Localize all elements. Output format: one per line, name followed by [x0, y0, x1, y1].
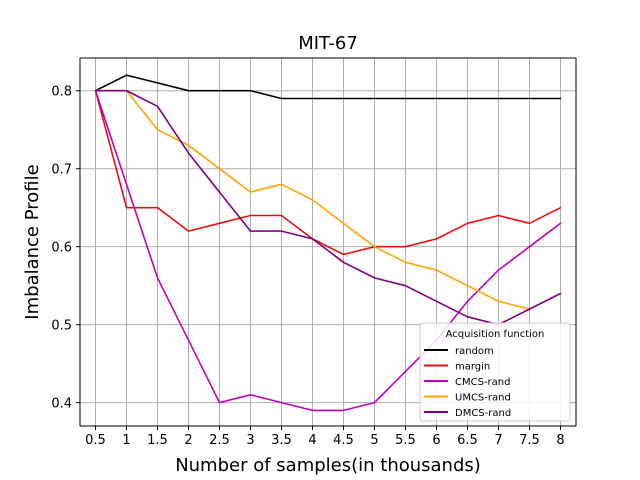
series-line-random: [94, 74, 562, 100]
x-tick-label: 6: [432, 433, 440, 448]
series-line-cmcs-rand: [94, 89, 562, 412]
y-axis-title: Imbalance Profile: [22, 164, 43, 319]
x-axis-title: Number of samples(in thousands): [175, 455, 481, 476]
x-tick-label: 1.5: [147, 433, 168, 448]
x-tick-label: 2.5: [209, 433, 230, 448]
legend-entry: UMCS-rand: [455, 393, 511, 404]
grid: [80, 58, 576, 426]
plot-frame: [79, 57, 577, 427]
x-tick-label: 4: [308, 433, 316, 448]
series-line-margin: [94, 89, 562, 256]
x-tick-label: 4.5: [333, 433, 354, 448]
x-tick-label: 1: [122, 433, 130, 448]
legend-box: [419, 322, 571, 422]
x-tick-label: 5: [370, 433, 378, 448]
legend-entry: CMCS-rand: [455, 377, 510, 388]
x-tick-label: 2: [184, 433, 192, 448]
x-tick-label: 3.5: [271, 433, 292, 448]
series-line-umcs-rand: [94, 89, 531, 310]
x-tick-label: 7.5: [519, 433, 540, 448]
chart-title: MIT-67: [298, 33, 358, 54]
x-tick-label: 7: [494, 433, 502, 448]
y-tick-label: 0.8: [51, 85, 72, 100]
y-tick-label: 0.4: [51, 397, 72, 412]
legend-entry: margin: [455, 362, 490, 373]
legend-entry: random: [455, 346, 494, 357]
x-tick-label: 8: [556, 433, 564, 448]
y-axis-ticks: 0.4 0.5 0.6 0.7 0.8: [51, 85, 80, 412]
x-tick-label: 0.5: [85, 433, 106, 448]
x-tick-label: 3: [246, 433, 254, 448]
legend-title: Acquisition function: [446, 329, 545, 340]
legend: Acquisition function random margin CMCS-ran…: [419, 322, 571, 422]
y-tick-label: 0.5: [51, 319, 72, 334]
legend-entry: DMCS-rand: [455, 408, 511, 419]
y-tick-label: 0.7: [51, 163, 72, 178]
x-tick-label: 5.5: [395, 433, 416, 448]
series-lines: [94, 74, 562, 412]
y-tick-label: 0.6: [51, 241, 72, 256]
x-axis-ticks: 0.5 1 1.5 2 2.5 3 3.5 4 4.5 5 5.5 6 6.5 7 7.5 8: [85, 426, 565, 448]
series-line-dmcs-rand: [94, 89, 562, 326]
x-tick-label: 6.5: [457, 433, 478, 448]
